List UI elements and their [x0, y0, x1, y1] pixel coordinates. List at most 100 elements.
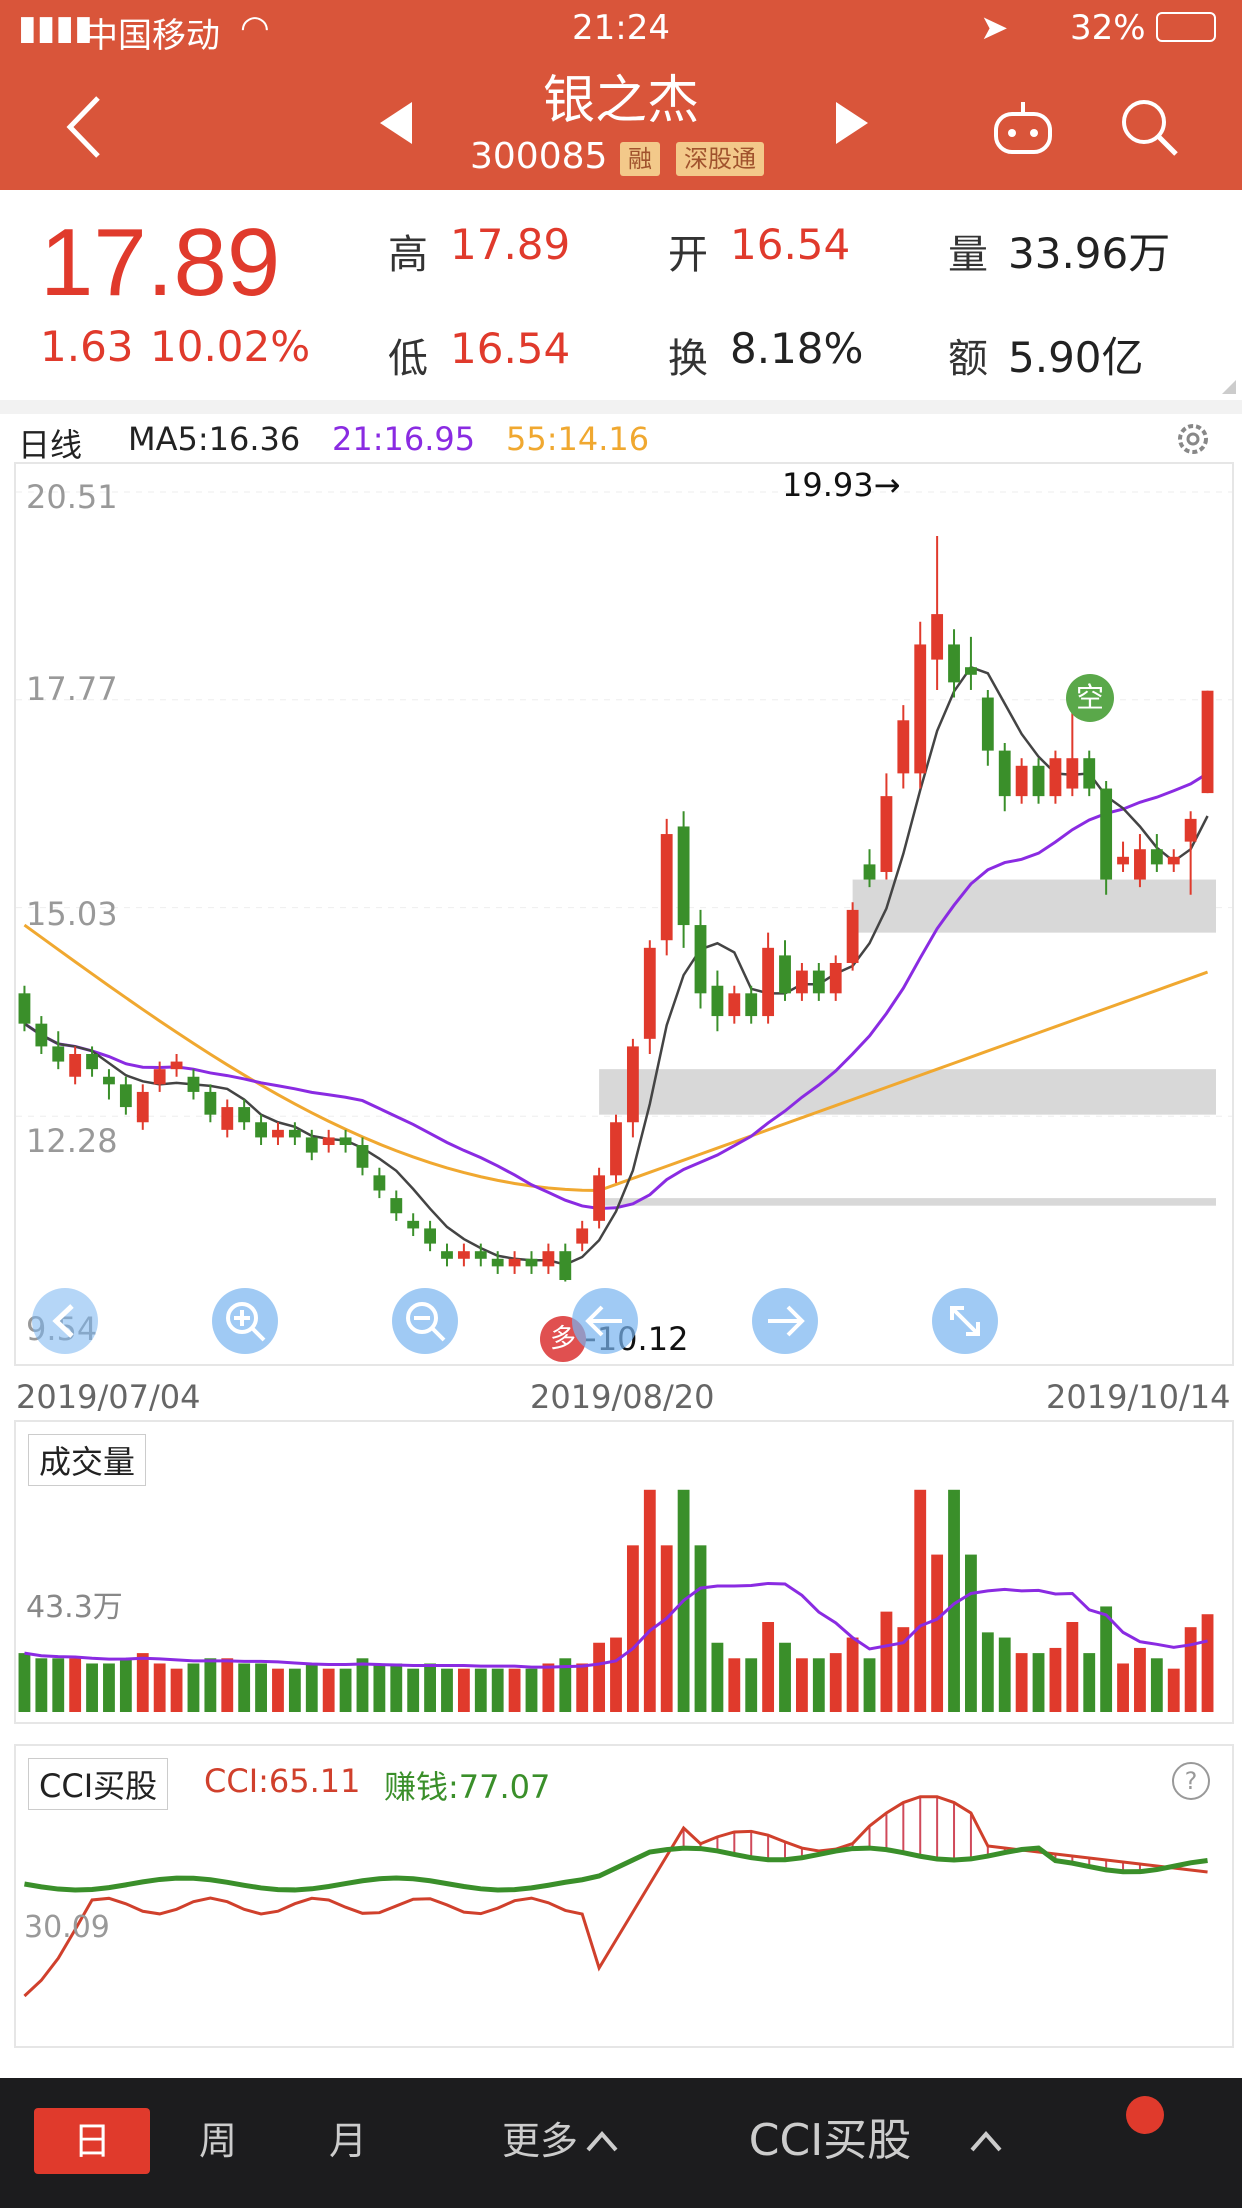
candle-body	[812, 970, 825, 994]
arrow-right-icon	[768, 1305, 805, 1337]
volume-bar	[1184, 1627, 1197, 1712]
double-left-icon	[52, 1304, 74, 1338]
period-label[interactable]: 日线	[18, 426, 83, 464]
volume-panel	[14, 1420, 1234, 1724]
ma55-line	[23, 923, 1209, 1193]
candle-body	[491, 1258, 504, 1267]
candle-body	[610, 1122, 622, 1176]
back-icon[interactable]	[60, 92, 110, 162]
cci-title[interactable]: CCI买股	[28, 1758, 169, 1810]
candle-body	[829, 962, 842, 994]
volume-bar	[796, 1658, 808, 1712]
turnover-value: 8.18%	[730, 324, 864, 373]
fullscreen-button[interactable]	[932, 1288, 998, 1354]
candle-body	[457, 1251, 470, 1259]
candle-body	[711, 985, 724, 1017]
earn-line	[24, 1845, 1208, 1893]
chevron-up-icon[interactable]	[584, 2126, 620, 2156]
battery-level: 32%	[1070, 8, 1146, 48]
volume-bar	[18, 1653, 31, 1712]
volume-bar	[576, 1663, 589, 1712]
scroll-left-button[interactable]	[32, 1288, 98, 1354]
ma21-value: 21:16.95	[332, 420, 476, 458]
stock-code: 300085	[470, 136, 608, 177]
candle-body	[119, 1084, 132, 1108]
volume-bar	[153, 1663, 166, 1712]
move-right-button[interactable]	[752, 1288, 818, 1354]
zoom-in-button[interactable]	[212, 1288, 278, 1354]
volume-label: 量	[948, 232, 988, 278]
volume-bar	[1100, 1606, 1113, 1712]
high-value: 17.89	[450, 220, 571, 269]
candle-body	[559, 1251, 572, 1281]
volume-bar	[1066, 1622, 1079, 1712]
cci-chart	[23, 1795, 1208, 1998]
candle-body	[779, 955, 791, 994]
volume-bar	[897, 1627, 910, 1712]
battery-icon	[1156, 12, 1216, 42]
candle-body	[136, 1091, 149, 1123]
sell-badge: 空	[1066, 674, 1114, 722]
kline-panel[interactable]	[14, 462, 1234, 1366]
candle-body	[1150, 849, 1163, 865]
candle-body	[508, 1258, 521, 1267]
chevron-up-icon[interactable]	[968, 2126, 1004, 2156]
candle-body	[1167, 856, 1180, 865]
candle-body	[390, 1198, 403, 1214]
candle-body	[1015, 765, 1028, 797]
volume-bar	[221, 1658, 234, 1712]
volume-bar	[441, 1668, 453, 1712]
volume-bar	[119, 1658, 132, 1712]
amount-label: 额	[948, 336, 988, 382]
ma21-line	[23, 772, 1209, 1211]
volume-bar	[880, 1611, 893, 1712]
candle-body	[1100, 788, 1113, 880]
candle-body	[897, 720, 910, 774]
tab-month[interactable]: 月	[328, 2119, 367, 2163]
cci-panel	[14, 1744, 1234, 2048]
ma5-line	[23, 665, 1209, 1266]
volume-bar	[255, 1663, 267, 1712]
settings-icon[interactable]	[1172, 418, 1214, 460]
next-stock-icon[interactable]	[832, 100, 872, 146]
candle-body	[221, 1107, 234, 1130]
volume-bar	[694, 1545, 707, 1712]
volume-bar	[1015, 1653, 1028, 1712]
volume-bar	[711, 1642, 724, 1712]
record-dot-icon[interactable]	[1126, 2096, 1164, 2134]
volume-bar	[86, 1663, 98, 1712]
y-tick: 15.03	[26, 895, 118, 933]
tab-more[interactable]: 更多	[501, 2119, 578, 2163]
volume-bar	[1083, 1653, 1096, 1712]
location-icon: ➤	[980, 8, 1009, 48]
volume-bar	[52, 1658, 65, 1712]
prev-stock-icon[interactable]	[376, 100, 416, 146]
volume-bar	[288, 1668, 301, 1712]
volume-title[interactable]: 成交量	[28, 1434, 147, 1486]
indicator-selector[interactable]: CCI买股	[748, 2115, 912, 2166]
y-tick: 12.28	[26, 1122, 118, 1160]
zoom-out-button[interactable]	[392, 1288, 458, 1354]
expand-corner-icon[interactable]	[1222, 380, 1236, 394]
robot-icon[interactable]	[990, 98, 1056, 158]
high-label: 高	[388, 232, 428, 278]
move-left-button[interactable]	[572, 1288, 638, 1354]
stock-name: 银之杰	[542, 71, 699, 131]
tab-day[interactable]: 日	[34, 2108, 150, 2174]
volume-bar	[745, 1658, 758, 1712]
tab-week[interactable]: 周	[198, 2119, 237, 2163]
volume-bar	[998, 1637, 1011, 1712]
volume-bar	[103, 1663, 115, 1712]
volume-bar	[863, 1658, 876, 1712]
volume-bar	[728, 1658, 741, 1712]
help-icon[interactable]: ?	[1172, 1762, 1210, 1800]
earn-value: 赚钱:77.07	[384, 1768, 551, 1806]
volume-bar	[272, 1668, 284, 1712]
zoom-out-icon	[406, 1302, 446, 1342]
volume-bar	[846, 1637, 859, 1712]
volume-bar	[1032, 1653, 1045, 1712]
volume-bar	[407, 1668, 420, 1712]
candle-body	[728, 993, 741, 1017]
volume-bar	[204, 1658, 217, 1712]
search-icon[interactable]	[1118, 96, 1180, 158]
